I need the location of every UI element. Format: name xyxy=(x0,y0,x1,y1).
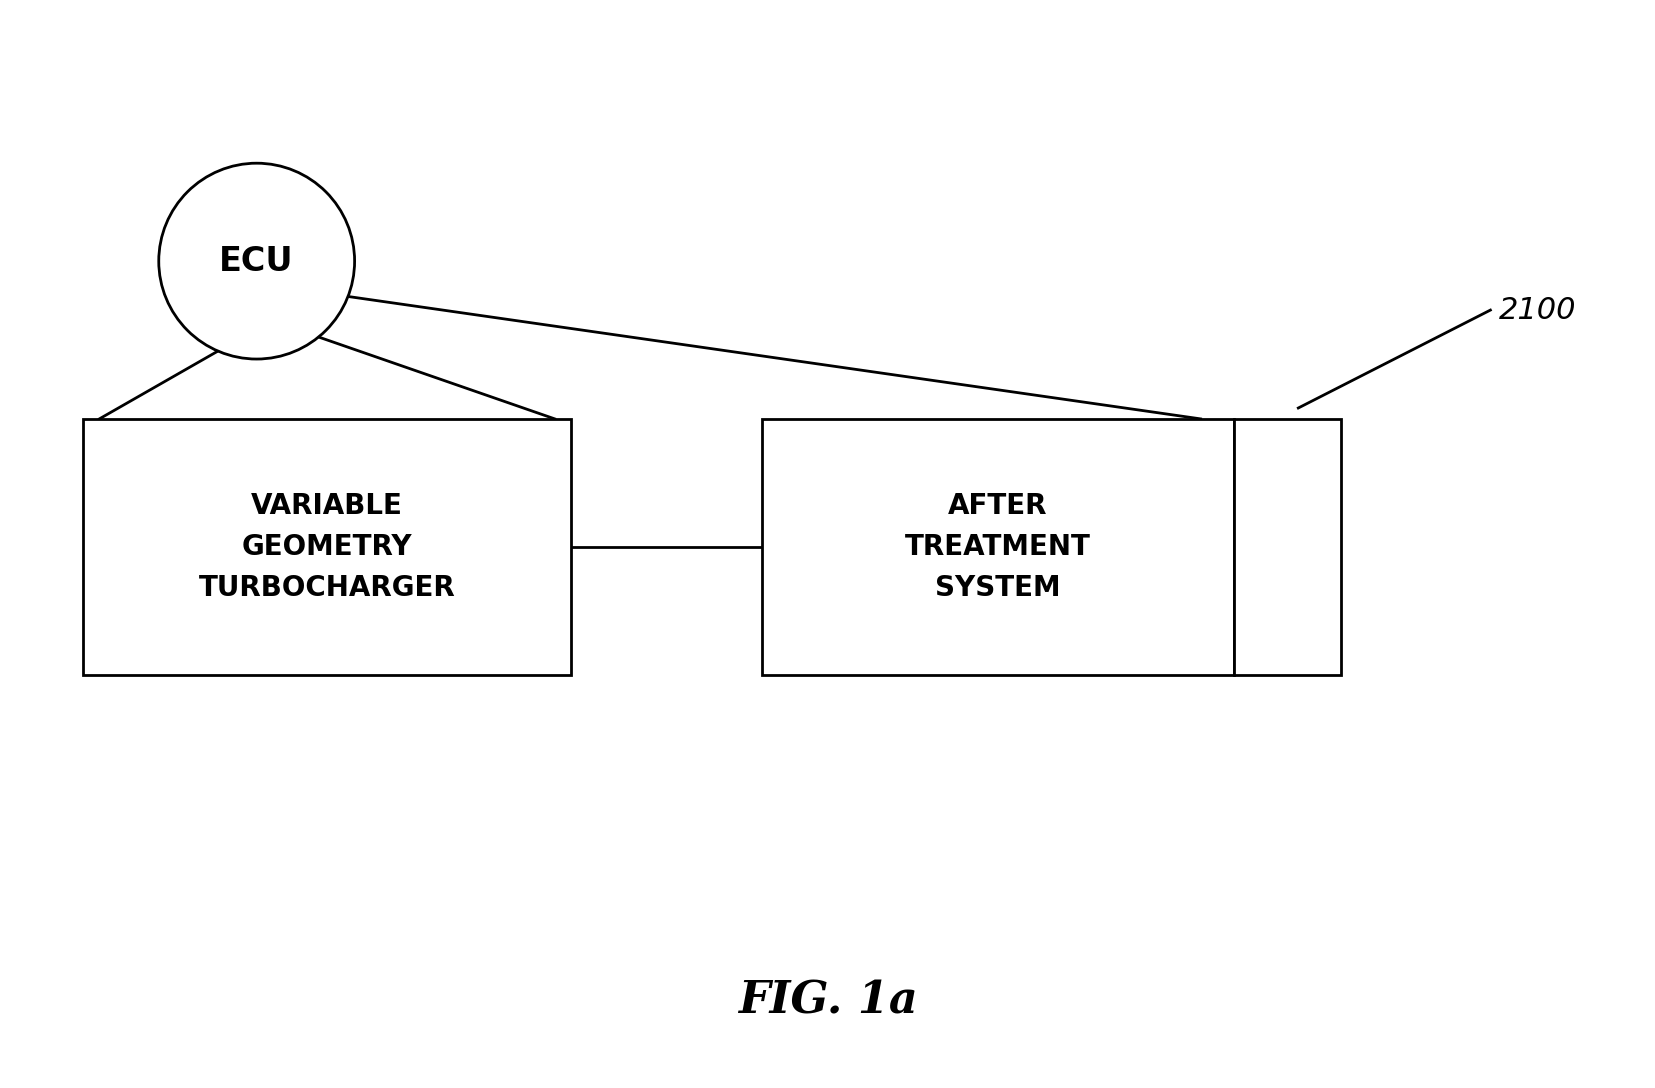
Text: AFTER
TREATMENT
SYSTEM: AFTER TREATMENT SYSTEM xyxy=(904,492,1091,602)
Bar xyxy=(83,419,571,675)
Text: FIG. 1a: FIG. 1a xyxy=(738,979,917,1023)
Text: ECU: ECU xyxy=(218,245,295,277)
Bar xyxy=(761,419,1233,675)
Text: VARIABLE
GEOMETRY
TURBOCHARGER: VARIABLE GEOMETRY TURBOCHARGER xyxy=(199,492,455,602)
Bar xyxy=(1233,419,1341,675)
Ellipse shape xyxy=(159,163,354,359)
Text: 2100: 2100 xyxy=(1498,296,1576,324)
